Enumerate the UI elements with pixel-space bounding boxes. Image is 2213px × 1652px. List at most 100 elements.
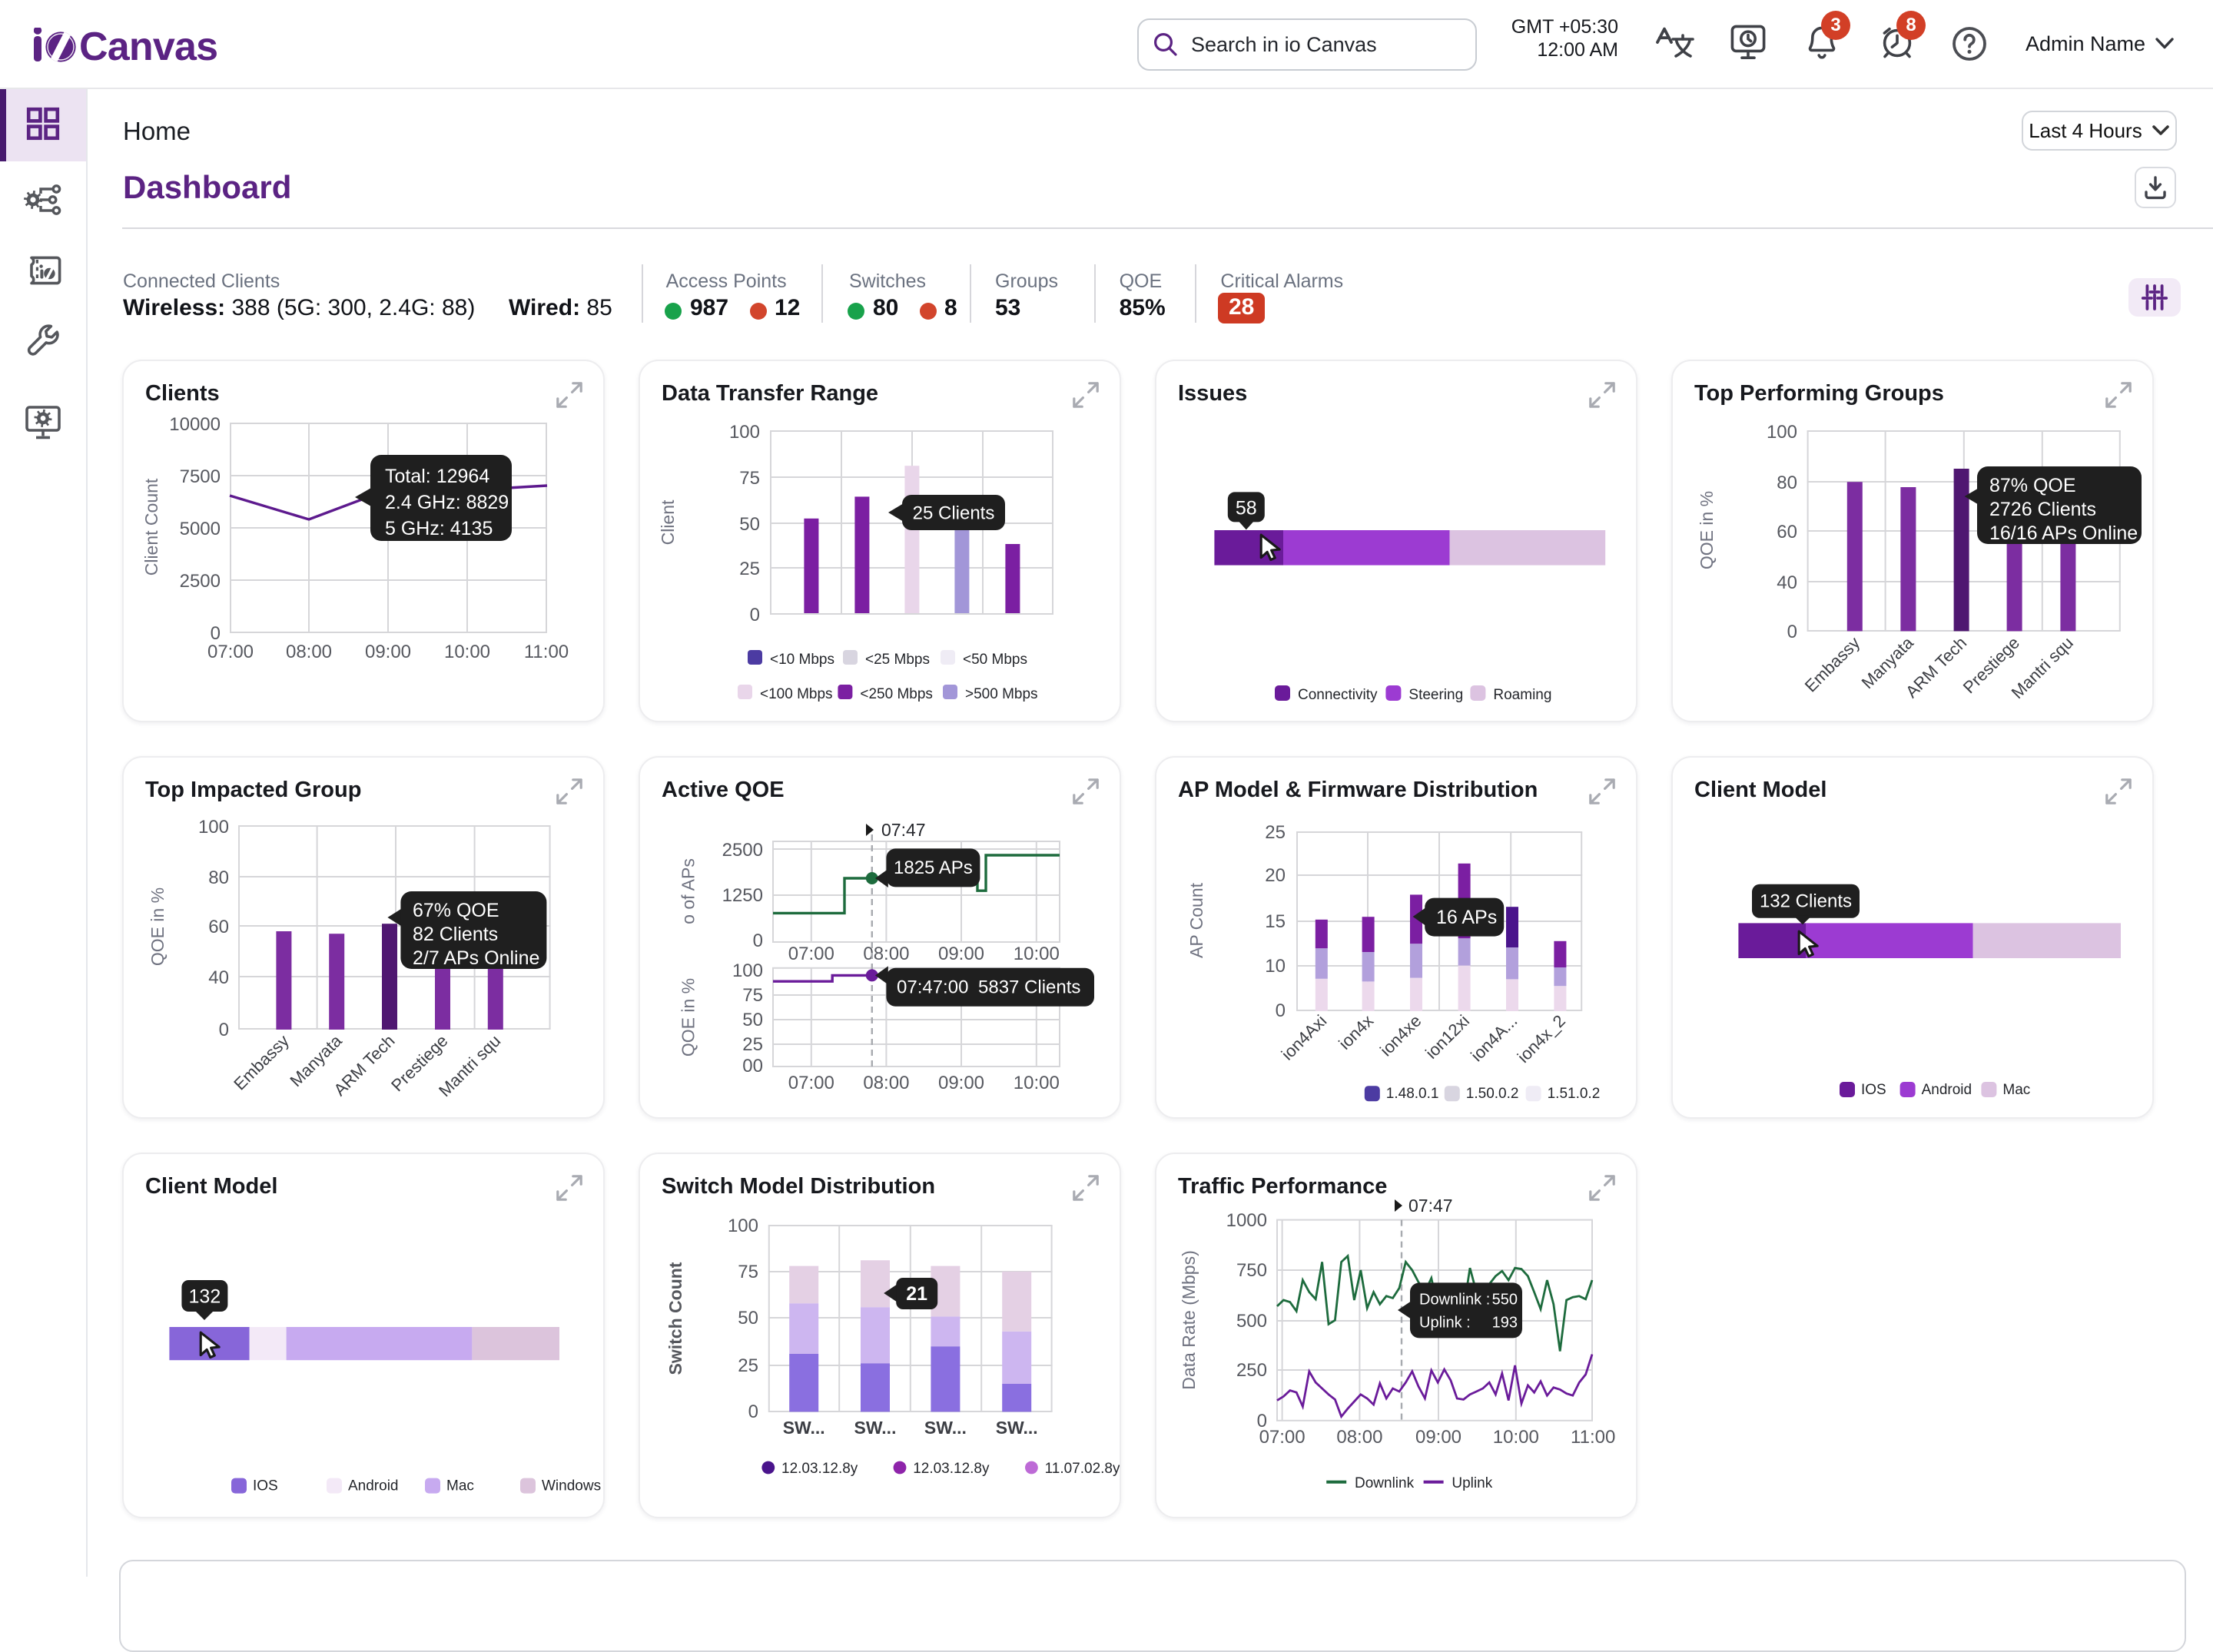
svg-text:o of APs: o of APs <box>678 858 698 924</box>
svg-text:1.48.0.1: 1.48.0.1 <box>1386 1086 1439 1102</box>
svg-text:0: 0 <box>1787 622 1797 642</box>
svg-text:25 Clients: 25 Clients <box>913 503 995 523</box>
svg-text:07:00: 07:00 <box>207 642 254 662</box>
svg-text:100: 100 <box>1767 422 1797 443</box>
svg-text:25: 25 <box>739 559 760 579</box>
svg-text:10:00: 10:00 <box>1014 944 1060 964</box>
svg-text:ion4A...: ion4A... <box>1467 1011 1521 1065</box>
svg-text:AP Count: AP Count <box>1186 882 1206 958</box>
svg-text:08:00: 08:00 <box>286 642 332 662</box>
svg-text:Uplink :: Uplink : <box>1419 1314 1471 1331</box>
svg-text:132: 132 <box>189 1286 221 1308</box>
svg-text:SW...: SW... <box>783 1418 825 1438</box>
svg-text:50: 50 <box>738 1308 758 1329</box>
svg-text:60: 60 <box>208 917 229 937</box>
svg-text:08:00: 08:00 <box>863 944 909 964</box>
svg-text:250: 250 <box>1236 1360 1267 1381</box>
svg-text:0: 0 <box>753 930 763 951</box>
svg-text:75: 75 <box>739 468 760 489</box>
svg-text:5837 Clients: 5837 Clients <box>978 977 1080 997</box>
svg-text:75: 75 <box>742 985 763 1006</box>
svg-text:Client Count: Client Count <box>141 478 161 576</box>
svg-text:10:00: 10:00 <box>444 642 490 662</box>
svg-text:ion12xi: ion12xi <box>1422 1011 1473 1063</box>
svg-text:0: 0 <box>219 1020 229 1040</box>
svg-text:00: 00 <box>742 1056 763 1076</box>
svg-text:15: 15 <box>1265 911 1286 932</box>
svg-text:ion4x: ion4x <box>1335 1011 1377 1053</box>
svg-text:40: 40 <box>208 967 229 988</box>
svg-text:Windows: Windows <box>542 1478 601 1494</box>
svg-text:Canvas: Canvas <box>79 28 217 68</box>
svg-text:87% QOE: 87% QOE <box>1989 475 2076 496</box>
svg-text:75: 75 <box>738 1262 758 1282</box>
svg-text:50: 50 <box>739 514 760 535</box>
svg-text:07:00: 07:00 <box>788 944 834 964</box>
svg-text:10:00: 10:00 <box>1014 1073 1060 1093</box>
svg-text:7500: 7500 <box>180 466 221 487</box>
svg-text:100: 100 <box>732 960 763 981</box>
svg-text:1.50.0.2: 1.50.0.2 <box>1466 1086 1519 1102</box>
svg-text:11:00: 11:00 <box>524 642 569 662</box>
svg-text:11.07.02.8y: 11.07.02.8y <box>1045 1461 1120 1477</box>
svg-text:07:47: 07:47 <box>1408 1196 1453 1216</box>
svg-text:<25 Mbps: <25 Mbps <box>865 652 930 668</box>
svg-text:10000: 10000 <box>169 414 221 435</box>
svg-text:750: 750 <box>1236 1260 1267 1281</box>
svg-text:0: 0 <box>1276 1000 1286 1021</box>
svg-text:550: 550 <box>1492 1291 1518 1308</box>
svg-text:2/7 APs Online: 2/7 APs Online <box>413 947 539 969</box>
svg-text:500: 500 <box>1236 1311 1267 1332</box>
svg-text:Uplink: Uplink <box>1452 1475 1492 1491</box>
svg-text:16 APs: 16 APs <box>1436 907 1497 928</box>
svg-text:Embassy: Embassy <box>1801 633 1864 696</box>
svg-text:1250: 1250 <box>722 885 763 906</box>
svg-text:QOE in %: QOE in % <box>1697 491 1717 569</box>
svg-text:09:00: 09:00 <box>938 1073 984 1093</box>
svg-text:100: 100 <box>729 422 760 443</box>
svg-text:07:47:00: 07:47:00 <box>897 977 968 997</box>
svg-text:09:00: 09:00 <box>1415 1427 1462 1448</box>
svg-text:ion4xe: ion4xe <box>1376 1011 1425 1060</box>
svg-text:SW...: SW... <box>924 1418 967 1438</box>
svg-text:Android: Android <box>348 1478 399 1494</box>
svg-text:09:00: 09:00 <box>938 944 984 964</box>
svg-text:11:00: 11:00 <box>1571 1427 1615 1448</box>
svg-text:132 Clients: 132 Clients <box>1760 891 1852 911</box>
svg-text:0: 0 <box>748 1402 758 1422</box>
svg-text:Roaming: Roaming <box>1493 687 1551 703</box>
svg-text:25: 25 <box>1265 822 1286 843</box>
svg-text:QOE in %: QOE in % <box>148 887 168 966</box>
svg-text:07:00: 07:00 <box>788 1073 834 1093</box>
svg-text:SW...: SW... <box>996 1418 1038 1438</box>
svg-text:50: 50 <box>742 1010 763 1030</box>
svg-text:100: 100 <box>728 1216 758 1236</box>
svg-text:<10 Mbps: <10 Mbps <box>770 652 834 668</box>
svg-text:<50 Mbps: <50 Mbps <box>963 652 1027 668</box>
svg-text:25: 25 <box>742 1034 763 1055</box>
svg-text:09:00: 09:00 <box>365 642 411 662</box>
svg-text:>500 Mbps: >500 Mbps <box>965 686 1038 702</box>
svg-text:100: 100 <box>198 817 229 838</box>
svg-text:08:00: 08:00 <box>863 1073 909 1093</box>
svg-text:40: 40 <box>1777 572 1797 593</box>
svg-text:58: 58 <box>1236 497 1257 519</box>
svg-text:Mac: Mac <box>2002 1082 2030 1098</box>
svg-text:07:47: 07:47 <box>881 820 926 840</box>
svg-text:2726 Clients: 2726 Clients <box>1989 499 2096 520</box>
svg-text:<100 Mbps: <100 Mbps <box>760 686 833 702</box>
svg-text:2500: 2500 <box>180 571 221 592</box>
svg-text:82 Clients: 82 Clients <box>413 924 498 945</box>
svg-text:Data Rate (Mbps): Data Rate (Mbps) <box>1179 1250 1199 1390</box>
svg-text:Embassy: Embassy <box>230 1031 293 1094</box>
svg-text:Switch Count: Switch Count <box>665 1262 685 1375</box>
svg-text:16/16 APs Online: 16/16 APs Online <box>1989 522 2138 544</box>
svg-text:Total: 12964: Total: 12964 <box>385 466 489 487</box>
svg-text:12.03.12.8y: 12.03.12.8y <box>781 1461 858 1477</box>
svg-text:Connectivity: Connectivity <box>1298 687 1378 703</box>
svg-text:Android: Android <box>1922 1082 1972 1098</box>
svg-text:<250 Mbps: <250 Mbps <box>860 686 933 702</box>
svg-text:12.03.12.8y: 12.03.12.8y <box>913 1461 990 1477</box>
svg-text:08:00: 08:00 <box>1336 1427 1382 1448</box>
svg-text:Mac: Mac <box>446 1478 474 1494</box>
